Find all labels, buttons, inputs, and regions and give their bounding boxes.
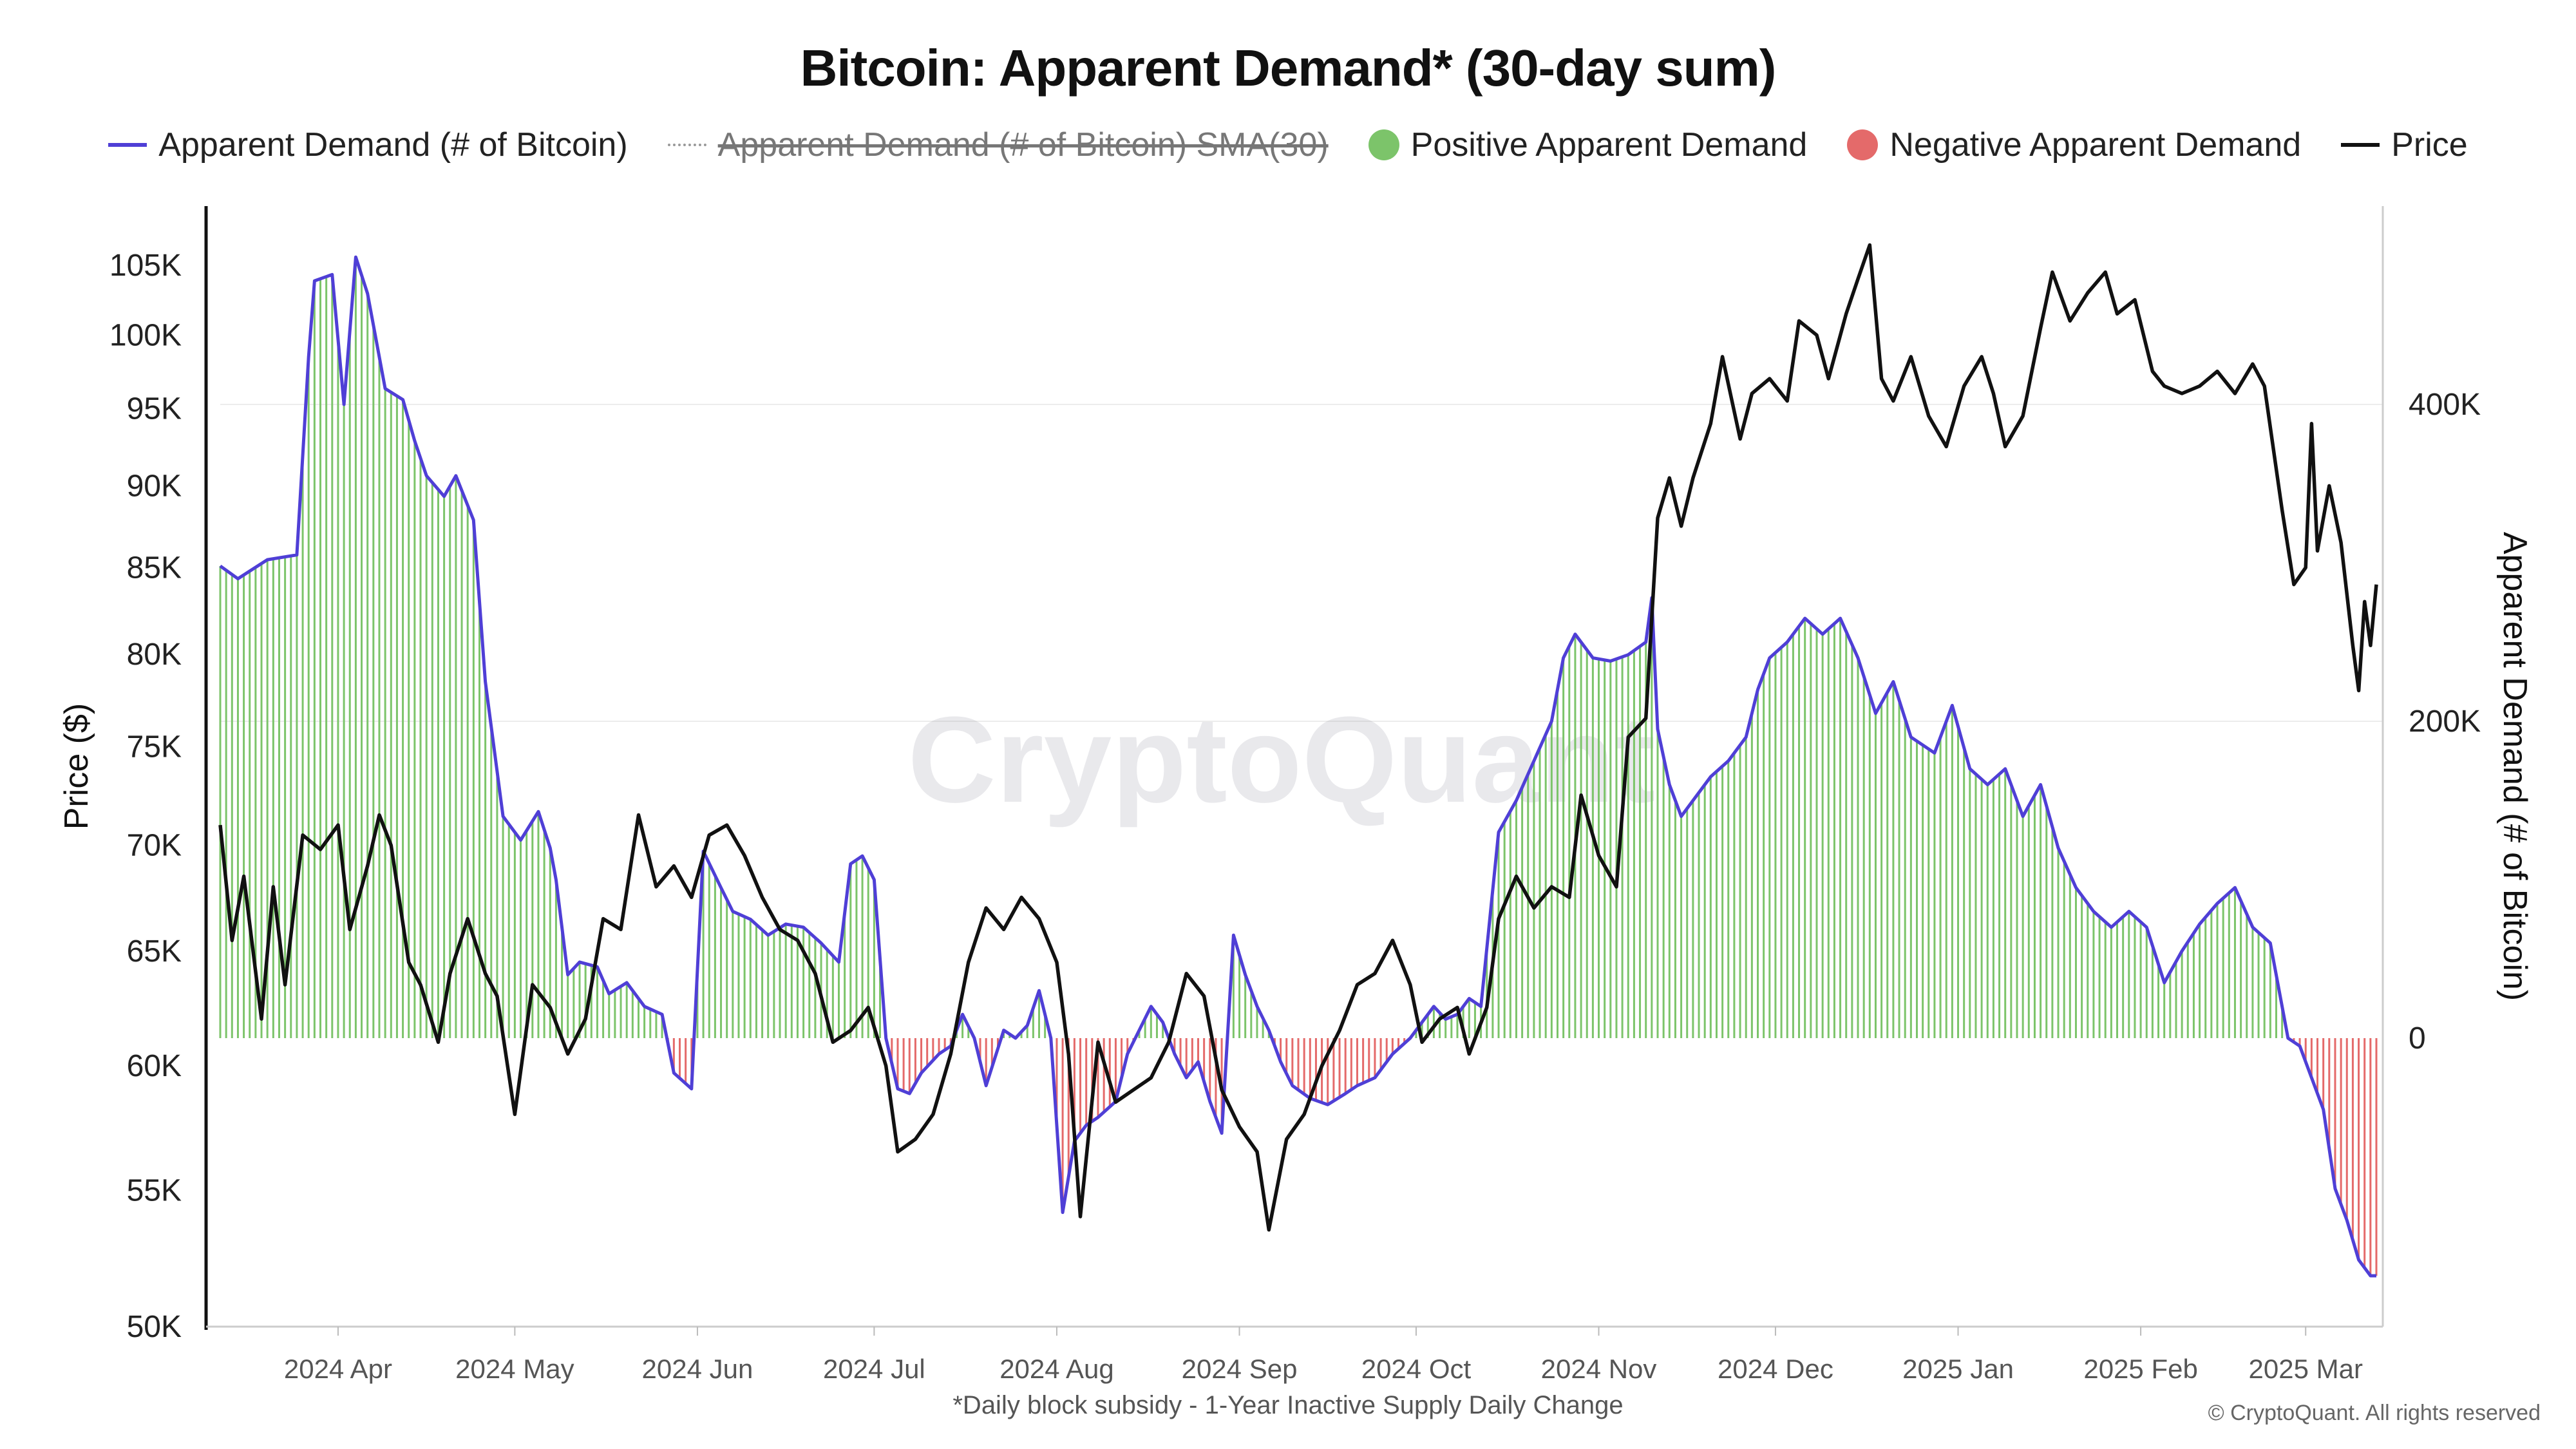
right-y-tick-labels: 0 200K 400K bbox=[2409, 388, 2481, 1056]
chart-legend: Apparent Demand (# of Bitcoin) Apparent … bbox=[0, 126, 2576, 164]
x-tick-5: 2024 Sep bbox=[1182, 1354, 1298, 1384]
x-tick-3: 2024 Jul bbox=[823, 1354, 925, 1384]
x-tick-8: 2024 Dec bbox=[1718, 1354, 1833, 1384]
legend-item-apparent-demand[interactable]: Apparent Demand (# of Bitcoin) bbox=[108, 126, 628, 164]
left-tick-3: 65K bbox=[127, 934, 182, 969]
legend-red-dot-icon bbox=[1847, 129, 1879, 160]
left-tick-1: 55K bbox=[127, 1173, 182, 1208]
right-y-axis-label: Apparent Demand (# of Bitcoin) bbox=[2496, 532, 2533, 1001]
watermark-text: CryptoQuant bbox=[907, 692, 1655, 828]
x-tick-2: 2024 Jun bbox=[642, 1354, 753, 1384]
legend-dotted-line-icon bbox=[667, 144, 706, 146]
legend-label-sma: Apparent Demand (# of Bitcoin) SMA(30) bbox=[717, 126, 1329, 164]
left-tick-0: 50K bbox=[127, 1310, 182, 1344]
right-tick-2: 400K bbox=[2409, 388, 2481, 422]
legend-label-price: Price bbox=[2391, 126, 2468, 164]
left-tick-4: 70K bbox=[127, 829, 182, 863]
x-tick-labels: 2024 Apr 2024 May 2024 Jun 2024 Jul 2024 Aug… bbox=[284, 1327, 2363, 1384]
legend-item-positive[interactable]: Positive Apparent Demand bbox=[1368, 126, 1808, 164]
x-tick-7: 2024 Nov bbox=[1541, 1354, 1657, 1384]
footnote: *Daily block subsidy - 1-Year Inactive S… bbox=[952, 1391, 1624, 1419]
x-tick-9: 2025 Jan bbox=[1902, 1354, 2014, 1384]
left-tick-5: 75K bbox=[127, 730, 182, 764]
left-tick-10: 100K bbox=[109, 318, 182, 352]
legend-label-apparent-demand: Apparent Demand (# of Bitcoin) bbox=[158, 126, 628, 164]
left-tick-2: 60K bbox=[127, 1049, 182, 1083]
left-y-axis-label: Price ($) bbox=[58, 703, 95, 829]
gridlines bbox=[220, 404, 2383, 722]
legend-item-price[interactable]: Price bbox=[2341, 126, 2468, 164]
price-line bbox=[218, 243, 2378, 1232]
copyright: © CryptoQuant. All rights reserved bbox=[2208, 1401, 2541, 1425]
right-tick-0: 0 bbox=[2409, 1021, 2426, 1056]
left-tick-9: 95K bbox=[127, 392, 182, 426]
x-tick-6: 2024 Oct bbox=[1361, 1354, 1472, 1384]
legend-label-positive: Positive Apparent Demand bbox=[1410, 126, 1808, 164]
left-tick-6: 80K bbox=[127, 638, 182, 672]
left-y-tick-labels: 50K 55K 60K 65K 70K 75K 80K 85K 90K 95K 100K 105K bbox=[109, 249, 182, 1344]
x-tick-1: 2024 May bbox=[455, 1354, 574, 1384]
legend-line-icon bbox=[108, 143, 147, 147]
x-tick-11: 2025 Mar bbox=[2249, 1354, 2363, 1384]
x-tick-0: 2024 Apr bbox=[284, 1354, 392, 1384]
legend-item-negative[interactable]: Negative Apparent Demand bbox=[1847, 126, 2301, 164]
apparent-demand-line bbox=[219, 255, 2376, 1278]
legend-black-line-icon bbox=[2341, 143, 2380, 147]
legend-label-negative: Negative Apparent Demand bbox=[1889, 126, 2302, 164]
left-tick-8: 90K bbox=[127, 469, 182, 503]
x-tick-10: 2025 Feb bbox=[2083, 1354, 2197, 1384]
legend-item-sma[interactable]: Apparent Demand (# of Bitcoin) SMA(30) bbox=[667, 126, 1329, 164]
legend-green-dot-icon bbox=[1368, 129, 1399, 160]
right-tick-1: 200K bbox=[2409, 705, 2481, 739]
x-tick-4: 2024 Aug bbox=[999, 1354, 1114, 1384]
left-tick-7: 85K bbox=[127, 551, 182, 585]
chart-title: Bitcoin: Apparent Demand* (30-day sum) bbox=[800, 39, 1777, 97]
left-tick-11: 105K bbox=[109, 249, 182, 283]
